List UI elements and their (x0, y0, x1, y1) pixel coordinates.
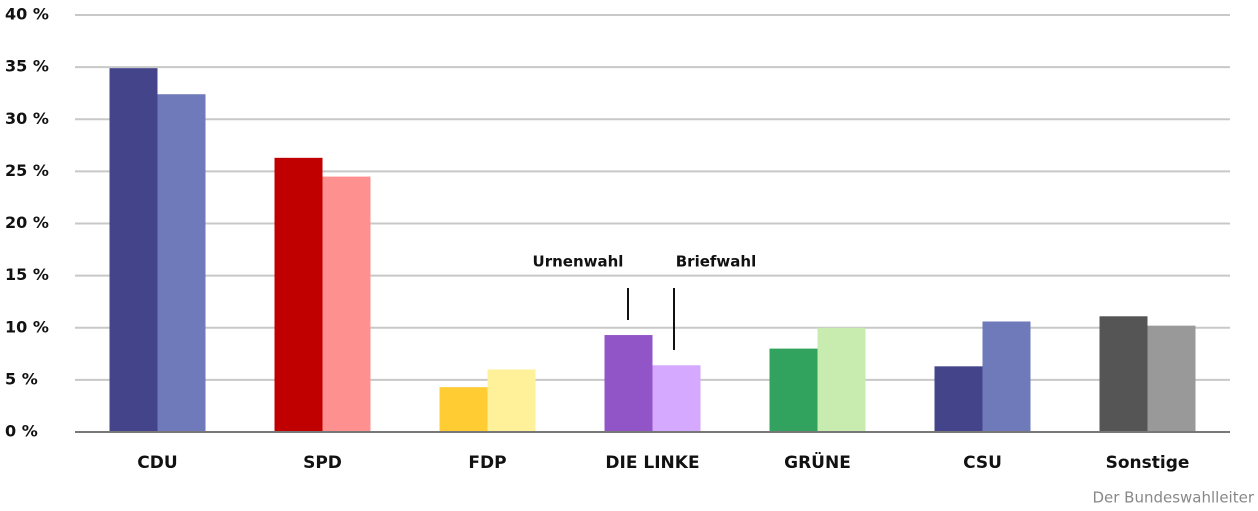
y-tick-label: 40 % (5, 5, 49, 24)
bar (769, 348, 818, 432)
bar (817, 327, 866, 432)
bar (157, 94, 206, 432)
bar (934, 366, 983, 432)
y-tick-label: 10 % (5, 317, 49, 336)
bar (109, 68, 158, 432)
x-tick-label: DIE LINKE (605, 453, 699, 473)
x-tick-label: SPD (303, 453, 342, 473)
y-tick-label: 20 % (5, 213, 49, 232)
x-tick-label: CDU (137, 453, 177, 473)
y-tick-label: 5 % (5, 369, 38, 388)
bar (487, 369, 536, 432)
source: Der Bundeswahlleiter (1092, 489, 1254, 507)
annotation-briefwahl: Briefwahl (676, 253, 756, 271)
x-tick-label: FDP (468, 453, 506, 473)
y-tick-label: 30 % (5, 109, 49, 128)
bar (652, 365, 701, 432)
bar (982, 321, 1031, 432)
x-tick-label: CSU (963, 453, 1002, 473)
bar (1147, 325, 1196, 432)
annotation-urnenwahl: Urnenwahl (533, 253, 624, 271)
y-tick-label: 35 % (5, 57, 49, 76)
bar (604, 335, 653, 432)
bar (439, 387, 488, 432)
x-tick-label: Sonstige (1106, 453, 1190, 473)
x-tick-label: GRÜNE (784, 451, 851, 473)
y-tick-label: 25 % (5, 161, 49, 180)
bar (274, 157, 323, 432)
y-tick-label: 0 % (5, 422, 38, 441)
y-tick-label: 15 % (5, 265, 49, 284)
bar (322, 176, 371, 432)
bar (1099, 316, 1148, 432)
